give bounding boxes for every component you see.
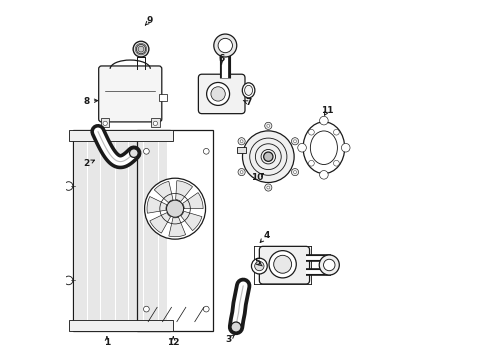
Circle shape [255,261,264,271]
Polygon shape [147,197,167,213]
Circle shape [238,138,245,145]
FancyBboxPatch shape [98,66,162,122]
Circle shape [267,125,270,127]
Circle shape [238,168,245,176]
Text: 8: 8 [83,96,90,105]
Circle shape [240,171,243,174]
Circle shape [294,140,296,143]
Bar [73,130,170,330]
Circle shape [144,306,149,312]
Polygon shape [150,213,171,233]
Circle shape [218,39,232,53]
Bar [159,94,167,102]
Circle shape [133,41,149,57]
Circle shape [292,168,298,176]
Text: 4: 4 [263,231,270,240]
Circle shape [319,255,339,275]
Circle shape [211,87,225,101]
Circle shape [309,160,314,166]
Bar [69,130,173,140]
Circle shape [323,259,335,271]
Text: 10: 10 [251,173,264,182]
Circle shape [145,178,205,239]
FancyBboxPatch shape [198,74,245,114]
Circle shape [319,171,328,179]
Ellipse shape [245,85,252,95]
Circle shape [267,186,270,189]
Circle shape [231,322,241,332]
Text: 5: 5 [254,258,261,267]
Circle shape [274,255,292,273]
Polygon shape [169,217,186,237]
Circle shape [136,44,146,54]
Circle shape [64,182,73,190]
Circle shape [240,140,243,143]
Text: 12: 12 [167,338,179,347]
Circle shape [265,122,272,130]
Circle shape [269,251,296,278]
Ellipse shape [310,131,338,165]
Polygon shape [183,193,203,209]
Circle shape [309,129,314,135]
Circle shape [129,149,138,157]
Circle shape [103,121,107,126]
Polygon shape [175,181,193,202]
Bar [69,320,173,330]
Polygon shape [181,211,202,231]
Circle shape [203,148,209,154]
Circle shape [243,131,294,183]
Text: 7: 7 [245,98,252,107]
Circle shape [214,34,237,57]
Circle shape [334,160,339,166]
Circle shape [265,184,272,191]
Circle shape [264,152,273,161]
Bar [237,147,246,153]
Text: 1: 1 [104,338,110,347]
Bar [137,130,213,330]
Circle shape [144,148,149,154]
Circle shape [167,200,184,217]
Circle shape [294,171,296,174]
Text: 9: 9 [147,16,153,25]
Text: 6: 6 [219,54,225,63]
Text: 3: 3 [226,335,232,344]
Text: 11: 11 [321,105,334,114]
FancyBboxPatch shape [259,246,310,284]
Circle shape [203,306,209,312]
Circle shape [251,258,267,274]
Circle shape [153,121,157,126]
Text: 2: 2 [83,159,90,168]
Circle shape [292,138,298,145]
Circle shape [342,143,350,152]
Circle shape [64,276,73,285]
Circle shape [319,116,328,125]
Ellipse shape [303,122,344,174]
Circle shape [298,143,306,152]
Circle shape [334,129,339,135]
Ellipse shape [243,83,255,98]
Bar [101,118,109,127]
Circle shape [207,82,230,105]
Bar [151,118,160,127]
Polygon shape [154,181,173,203]
